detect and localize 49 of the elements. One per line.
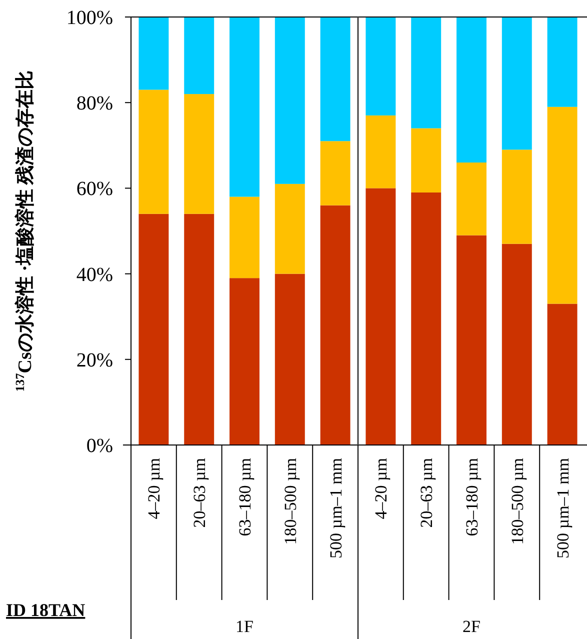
x-tick-label: 63–180 µm: [462, 458, 482, 536]
x-tick-label: 4–20 µm: [372, 458, 391, 520]
bar: [230, 196, 260, 278]
bar: [274, 184, 305, 274]
bar: [502, 17, 532, 150]
bar: [320, 205, 350, 445]
bar: [230, 17, 260, 197]
x-tick-label: 180–500 µm: [280, 458, 300, 545]
bar: [411, 192, 442, 445]
bar: [547, 304, 578, 445]
x-tick-label: 500 µm–1 mm: [326, 458, 346, 558]
y-tick-label: 0%: [86, 435, 113, 457]
bar: [230, 278, 260, 445]
y-tick-label: 40%: [76, 264, 113, 286]
bar: [366, 17, 396, 116]
bar: [274, 17, 305, 184]
bar: [502, 150, 532, 244]
y-tick-label: 80%: [76, 92, 113, 115]
bar: [184, 94, 214, 214]
bar: [366, 115, 396, 188]
bar: [184, 214, 214, 445]
bar: [547, 17, 578, 107]
x-tick-label: 180–500 µm: [508, 458, 527, 545]
bar: [138, 90, 169, 214]
y-tick-label: 100%: [66, 7, 113, 29]
bar: [138, 17, 169, 90]
bar: [274, 274, 305, 445]
bar: [366, 188, 396, 445]
bar: [456, 17, 486, 163]
text: ID 18TAN: [6, 600, 86, 620]
x-tick-label: 20–63 µm: [417, 458, 436, 528]
x-tick-label: 4–20 µm: [144, 458, 164, 520]
x-tick-label: 63–180 µm: [236, 458, 254, 536]
text: 1F: [236, 617, 254, 636]
bar: [411, 128, 442, 192]
bar: [547, 106, 578, 304]
x-tick-label: 500 µm–1 mm: [553, 458, 572, 558]
bar: [320, 141, 350, 206]
y-tick-label: 20%: [76, 349, 113, 372]
y-tick-label: 60%: [76, 178, 113, 200]
bar: [456, 235, 486, 445]
text: 2F: [462, 617, 480, 636]
bar: [138, 214, 169, 445]
x-tick-label: 20–63 µm: [190, 458, 210, 528]
bar: [184, 17, 214, 94]
bar: [411, 17, 442, 128]
bar: [456, 162, 486, 236]
bar: [502, 244, 532, 445]
bar: [320, 17, 350, 142]
